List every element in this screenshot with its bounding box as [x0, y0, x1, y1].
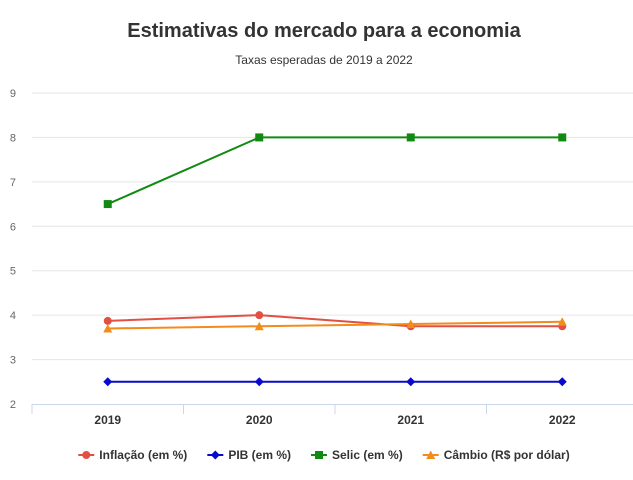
x-tick-label: 2020 — [246, 413, 273, 427]
data-point[interactable] — [103, 316, 112, 325]
y-tick-label: 7 — [10, 177, 16, 189]
x-tick-label: 2021 — [397, 413, 424, 427]
y-tick-label: 3 — [10, 355, 16, 367]
legend-item-cambio-r-por-dolar[interactable]: Câmbio (R$ por dólar) — [422, 448, 570, 462]
data-point[interactable] — [558, 133, 567, 142]
legend-label: PIB (em %) — [228, 448, 291, 462]
legend-label: Câmbio (R$ por dólar) — [444, 448, 570, 462]
legend-marker[interactable] — [426, 450, 436, 460]
data-point[interactable] — [255, 133, 264, 142]
data-point[interactable] — [254, 321, 264, 331]
data-point[interactable] — [103, 377, 113, 387]
data-point[interactable] — [103, 323, 113, 333]
data-point[interactable] — [254, 377, 264, 387]
data-point[interactable] — [103, 200, 112, 209]
data-point[interactable] — [557, 317, 567, 326]
x-tick-label: 2019 — [94, 413, 121, 427]
data-point[interactable] — [406, 377, 416, 387]
series-line — [107, 136, 563, 205]
legend-marker[interactable] — [210, 450, 220, 460]
legend-label: Selic (em %) — [332, 448, 403, 462]
series-line — [107, 314, 563, 328]
data-point[interactable] — [557, 377, 567, 387]
legend[interactable]: Inflação (em %) PIB (em %) Selic (em %) Câm… — [78, 448, 570, 462]
y-axis: 2 3 4 5 6 7 8 9 — [10, 88, 16, 411]
series-line — [107, 320, 563, 330]
legend-label: Inflação (em %) — [99, 448, 187, 462]
y-tick-label: 2 — [10, 399, 16, 411]
legend-item-inflacao-em[interactable]: Inflação (em %) — [78, 448, 187, 462]
legend-item-selic-em[interactable]: Selic (em %) — [311, 448, 403, 462]
y-tick-label: 8 — [10, 132, 16, 144]
y-tick-label: 9 — [10, 88, 16, 100]
series-selic-em — [103, 133, 567, 209]
x-axis: 2019 2020 2021 2022 — [31, 404, 633, 427]
legend-marker[interactable] — [82, 451, 91, 459]
y-tick-label: 5 — [10, 266, 16, 278]
legend-item-pib-em[interactable]: PIB (em %) — [207, 448, 291, 462]
data-point[interactable] — [255, 311, 264, 320]
chart-title: Estimativas do mercado para a economia — [127, 20, 521, 42]
legend-marker[interactable] — [315, 451, 323, 459]
series-pib-em — [103, 377, 567, 387]
data-point[interactable] — [406, 319, 416, 329]
chart-subtitle: Taxas esperadas de 2019 a 2022 — [235, 53, 413, 67]
y-tick-label: 6 — [10, 221, 16, 233]
data-point[interactable] — [406, 133, 415, 142]
y-tick-label: 4 — [10, 310, 16, 322]
series-cambio-r-por-dolar — [103, 317, 567, 333]
series-group — [103, 133, 567, 387]
x-tick-label: 2022 — [549, 413, 576, 427]
